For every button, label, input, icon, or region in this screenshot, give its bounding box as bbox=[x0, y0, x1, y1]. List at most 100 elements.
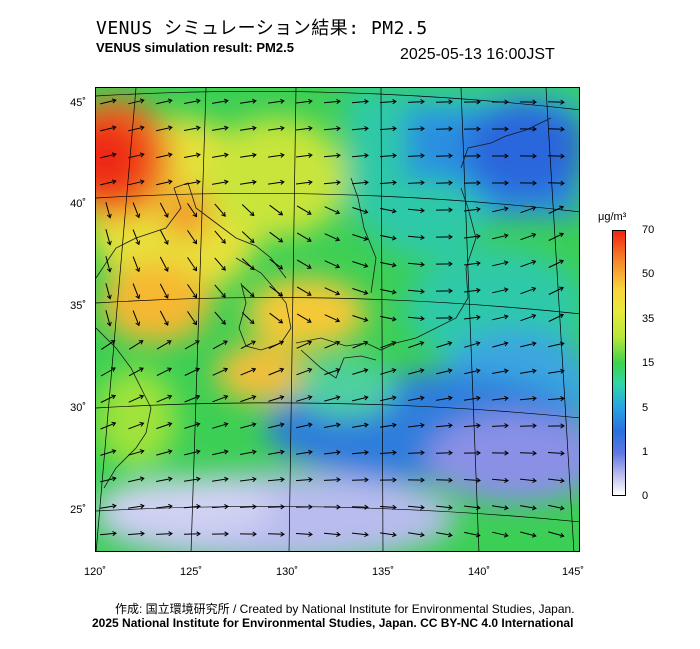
wind-arrow bbox=[492, 370, 508, 374]
wind-arrow bbox=[492, 397, 508, 401]
wind-arrow bbox=[100, 395, 116, 403]
wind-arrow-head bbox=[112, 503, 117, 509]
wind-arrow bbox=[492, 505, 508, 509]
wind-arrow bbox=[492, 207, 508, 213]
wind-arrow bbox=[380, 424, 396, 428]
wind-arrow-head bbox=[560, 153, 565, 159]
wind-arrow-head bbox=[448, 99, 453, 105]
license-line: 2025 National Institute for Environmenta… bbox=[92, 616, 574, 630]
wind-arrow bbox=[435, 155, 453, 157]
wind-arrow bbox=[128, 505, 144, 509]
wind-arrow bbox=[351, 181, 369, 185]
wind-arrow bbox=[241, 231, 255, 243]
wind-arrow bbox=[296, 127, 312, 131]
wind-arrow-head bbox=[532, 505, 537, 511]
wind-arrow bbox=[352, 341, 368, 349]
wind-arrow-head bbox=[476, 153, 481, 159]
wind-arrow bbox=[464, 289, 480, 293]
wind-arrow bbox=[184, 181, 200, 185]
wind-arrow-head bbox=[420, 477, 425, 483]
wind-arrow-head bbox=[335, 317, 341, 323]
wind-arrow bbox=[548, 531, 564, 537]
wind-arrow bbox=[187, 203, 197, 217]
wind-arrow-head bbox=[392, 450, 397, 456]
wind-arrow-head bbox=[167, 98, 173, 104]
wind-arrow-head bbox=[448, 234, 453, 240]
wind-arrow bbox=[380, 396, 396, 402]
wind-arrow-head bbox=[139, 421, 145, 427]
wind-arrow-head bbox=[503, 368, 509, 374]
wind-arrow-head bbox=[363, 395, 369, 401]
wind-arrow-head bbox=[364, 99, 369, 105]
wind-arrow bbox=[156, 478, 172, 482]
wind-arrow bbox=[492, 342, 508, 348]
wind-arrow-head bbox=[335, 263, 341, 269]
lon-label-125: 125˚ bbox=[179, 566, 203, 578]
wind-arrow bbox=[351, 506, 369, 508]
wind-arrow-head bbox=[135, 321, 141, 327]
wind-arrow-head bbox=[192, 320, 198, 326]
wind-arrow-head bbox=[306, 210, 312, 215]
wind-arrow bbox=[492, 234, 508, 240]
wind-arrow-head bbox=[112, 530, 117, 537]
wind-arrow-head bbox=[420, 180, 425, 186]
wind-arrow bbox=[351, 154, 369, 158]
wind-arrow bbox=[212, 127, 228, 131]
wind-arrow-head bbox=[532, 153, 537, 159]
wind-arrow-head bbox=[532, 478, 537, 484]
wind-arrow bbox=[212, 340, 228, 350]
colorbar-tick-0: 0 bbox=[642, 490, 649, 502]
wind-arrow bbox=[295, 533, 313, 535]
wind-arrow-head bbox=[196, 476, 201, 482]
wind-arrow-head bbox=[307, 395, 313, 401]
wind-arrow-head bbox=[223, 422, 229, 428]
wind-arrow-head bbox=[135, 267, 141, 273]
wind-arrow-head bbox=[139, 449, 145, 455]
wind-arrow bbox=[240, 127, 256, 131]
wind-arrow-head bbox=[364, 504, 369, 510]
wind-arrow bbox=[548, 478, 564, 482]
wind-arrow-head bbox=[139, 98, 145, 104]
wind-arrow bbox=[105, 229, 111, 245]
wind-arrow-head bbox=[195, 449, 201, 455]
wind-arrow bbox=[324, 368, 340, 376]
wind-arrow bbox=[159, 256, 169, 272]
wind-arrow bbox=[156, 450, 172, 456]
wind-arrow bbox=[492, 315, 508, 321]
lat-label-45: 45˚ bbox=[70, 97, 86, 109]
wind-arrow bbox=[379, 154, 397, 158]
wind-arrow bbox=[267, 533, 285, 535]
wind-arrow-head bbox=[363, 317, 369, 322]
wind-arrow-head bbox=[168, 503, 173, 509]
wind-arrow-head bbox=[192, 239, 198, 245]
wind-arrow-head bbox=[476, 126, 481, 132]
wind-arrow bbox=[105, 310, 111, 326]
wind-arrow-head bbox=[278, 210, 284, 216]
wind-arrow-head bbox=[391, 368, 397, 374]
wind-arrow bbox=[212, 423, 228, 429]
wind-arrow bbox=[352, 369, 368, 375]
wind-arrow-head bbox=[110, 340, 116, 345]
wind-arrow bbox=[436, 369, 452, 375]
wind-arrow-head bbox=[504, 477, 509, 483]
wind-arrow bbox=[407, 155, 425, 157]
wind-arrow-head bbox=[336, 179, 341, 186]
wind-arrow bbox=[407, 128, 425, 130]
wind-arrow-head bbox=[195, 394, 201, 400]
wind-arrow-head bbox=[335, 209, 341, 215]
wind-arrow bbox=[379, 100, 397, 104]
wind-arrow-head bbox=[476, 99, 481, 105]
wind-arrow-head bbox=[448, 288, 453, 294]
wind-arrow-head bbox=[252, 531, 257, 537]
wind-arrow bbox=[296, 396, 312, 402]
wind-arrow bbox=[269, 231, 283, 243]
wind-arrow-head bbox=[252, 98, 257, 104]
wind-arrow bbox=[132, 202, 140, 218]
wind-arrow bbox=[296, 259, 312, 269]
wind-arrow bbox=[548, 260, 564, 268]
wind-arrow bbox=[241, 312, 255, 324]
wind-arrow bbox=[212, 450, 228, 456]
colorbar-tick-50: 50 bbox=[642, 268, 655, 280]
wind-arrow-head bbox=[223, 449, 229, 455]
wind-arrow-head bbox=[249, 319, 255, 325]
